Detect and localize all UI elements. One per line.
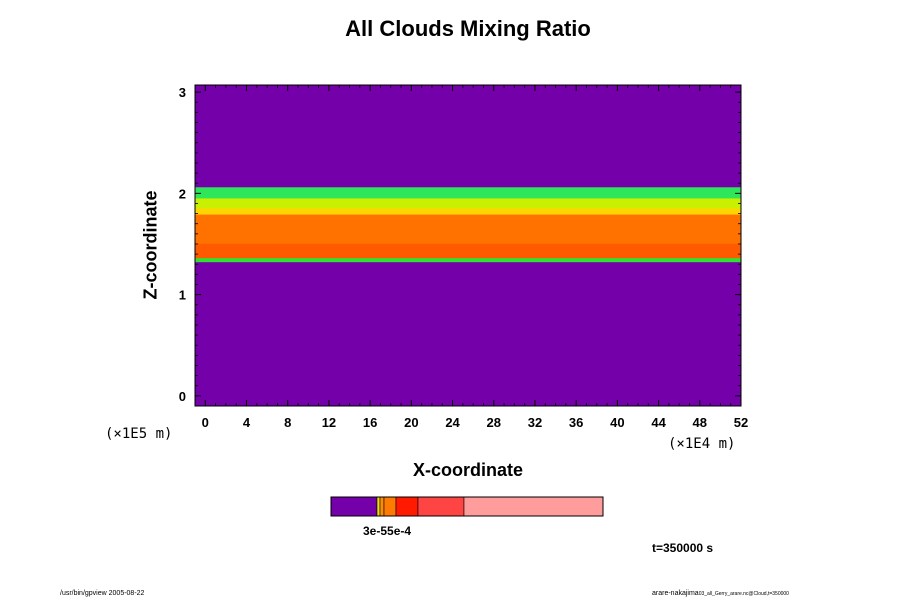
cloud-layer-3 (195, 214, 741, 244)
time-label: t=350000 s (652, 541, 714, 555)
x-tick-label: 24 (445, 415, 460, 430)
y-tick-label: 0 (179, 389, 186, 404)
x-tick-label: 0 (202, 415, 209, 430)
x-tick-label: 52 (734, 415, 748, 430)
x-tick-label: 40 (610, 415, 624, 430)
colorbar-swatch-4 (395, 496, 419, 517)
colorbar-swatch-1 (376, 496, 381, 517)
chart-title: All Clouds Mixing Ratio (345, 16, 591, 41)
x-tick-label: 8 (284, 415, 291, 430)
x-tick-label: 4 (243, 415, 251, 430)
y-tick-label: 2 (179, 186, 186, 201)
x-tick-label: 32 (528, 415, 542, 430)
footer-right-sub: 03_all_Gerry_arare.nc@Cloud,t=350000 (698, 591, 789, 597)
cloud-layer-4 (195, 243, 741, 261)
footer-left: /usr/bin/gpview 2005-08-22 (60, 590, 145, 597)
cloud-layer-2 (195, 208, 741, 216)
x-tick-label: 12 (322, 415, 336, 430)
footer-right: arare-nakajima03_all_Gerry_arare.nc@Clou… (652, 590, 789, 597)
y-axis-unit: (×1E5 m) (105, 426, 173, 442)
y-axis-label: Z-coordinate (140, 190, 161, 300)
colorbar-swatch-3 (383, 496, 397, 517)
cloud-layer-5 (195, 258, 741, 263)
colorbar-swatch-0 (330, 496, 378, 517)
footer-right-main: arare-nakajima (652, 590, 699, 597)
x-tick-label: 44 (651, 415, 666, 430)
x-axis-unit: (×1E4 m) (668, 436, 736, 452)
cloud-layer-1 (195, 198, 741, 211)
y-tick-label: 3 (179, 85, 186, 100)
cloud-layer-0 (195, 187, 741, 201)
colorbar-label: 3e-55e-4 (363, 524, 412, 538)
colorbar-swatch-6 (463, 496, 604, 517)
colorbar-swatch-5 (417, 496, 465, 517)
x-tick-label: 20 (404, 415, 418, 430)
y-tick-label: 1 (179, 288, 186, 303)
x-axis-label: X-coordinate (412, 460, 524, 480)
x-tick-label: 48 (693, 415, 707, 430)
colorbar-frame (330, 496, 604, 517)
x-tick-label: 16 (363, 415, 377, 430)
colorbar-swatch-2 (379, 496, 385, 517)
x-tick-label: 36 (569, 415, 583, 430)
x-tick-label: 28 (487, 415, 501, 430)
